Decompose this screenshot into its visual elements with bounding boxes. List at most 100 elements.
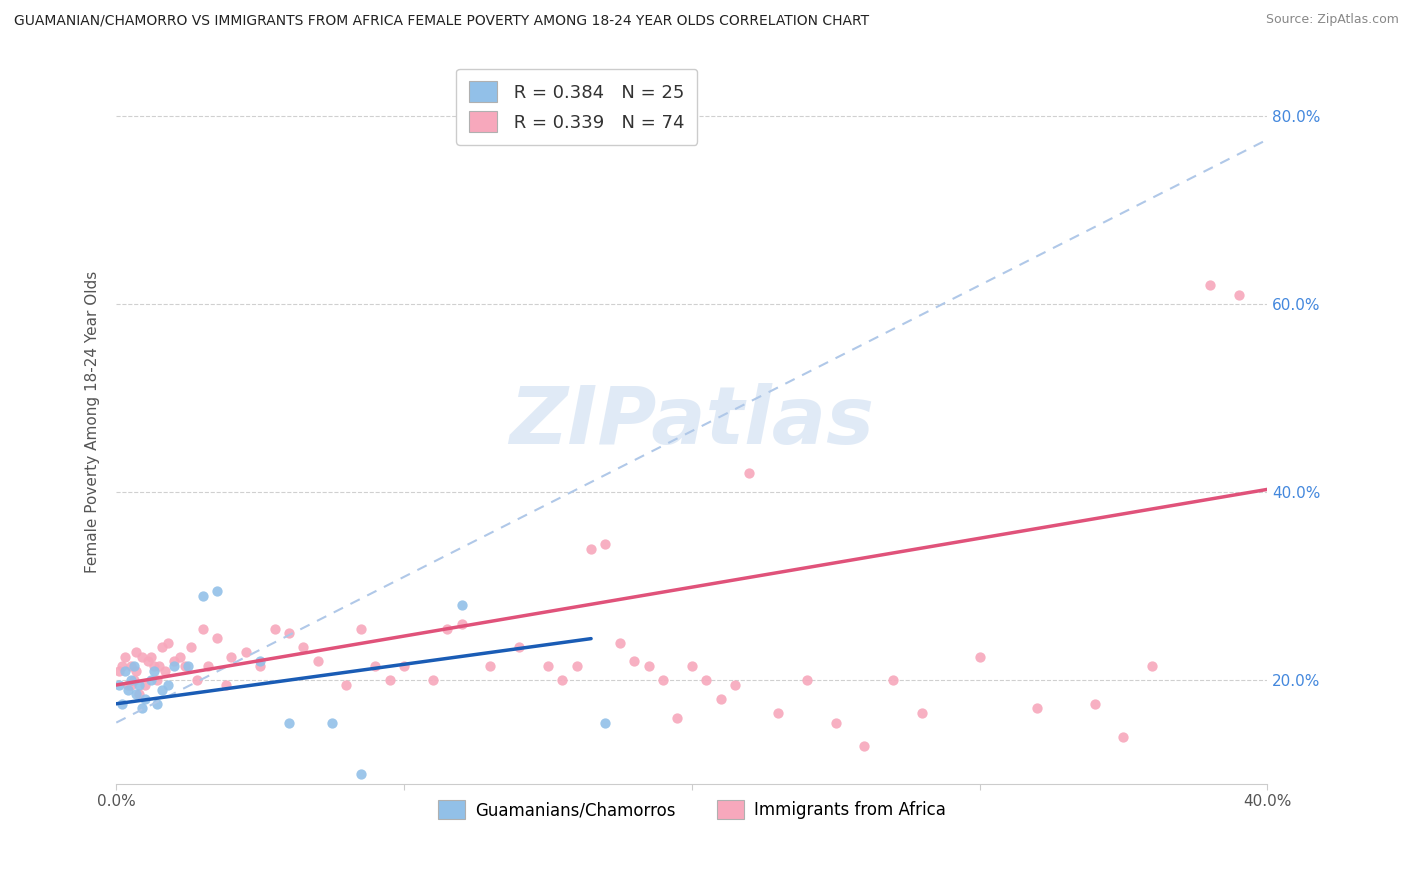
Point — [117, 678, 139, 692]
Point — [263, 622, 285, 636]
Point — [436, 622, 458, 636]
Point — [1026, 701, 1049, 715]
Point — [205, 631, 228, 645]
Point — [117, 682, 139, 697]
Point — [131, 649, 153, 664]
Point — [1142, 659, 1164, 673]
Point — [710, 692, 733, 706]
Point — [652, 673, 675, 688]
Point — [186, 673, 208, 688]
Point — [169, 649, 191, 664]
Point — [122, 673, 145, 688]
Point — [214, 678, 236, 692]
Point — [142, 659, 165, 673]
Point — [479, 659, 502, 673]
Point — [163, 655, 186, 669]
Point — [292, 640, 315, 655]
Point — [277, 715, 299, 730]
Point — [249, 659, 271, 673]
Text: Source: ZipAtlas.com: Source: ZipAtlas.com — [1265, 13, 1399, 27]
Point — [125, 664, 148, 678]
Point — [335, 678, 357, 692]
Point — [114, 649, 136, 664]
Point — [1084, 697, 1107, 711]
Point — [177, 659, 200, 673]
Point — [595, 537, 617, 551]
Point — [1112, 730, 1135, 744]
Point — [122, 659, 145, 673]
Point — [108, 678, 131, 692]
Point — [796, 673, 818, 688]
Point — [911, 706, 934, 721]
Point — [551, 673, 574, 688]
Point — [824, 715, 846, 730]
Point — [139, 673, 162, 688]
Point — [221, 649, 243, 664]
Point — [108, 664, 131, 678]
Point — [1227, 287, 1250, 301]
Point — [125, 687, 148, 701]
Point — [128, 678, 150, 692]
Point — [134, 692, 156, 706]
Point — [153, 664, 176, 678]
Y-axis label: Female Poverty Among 18-24 Year Olds: Female Poverty Among 18-24 Year Olds — [86, 270, 100, 573]
Point — [724, 678, 747, 692]
Point — [163, 659, 186, 673]
Point — [120, 678, 142, 692]
Point — [139, 649, 162, 664]
Point — [637, 659, 659, 673]
Point — [174, 659, 197, 673]
Point — [882, 673, 904, 688]
Point — [145, 697, 167, 711]
Legend: Guamanians/Chamorros, Immigrants from Africa: Guamanians/Chamorros, Immigrants from Af… — [432, 794, 952, 826]
Point — [1198, 278, 1220, 293]
Point — [180, 640, 202, 655]
Point — [537, 659, 560, 673]
Point — [191, 589, 214, 603]
Point — [350, 622, 373, 636]
Point — [321, 715, 343, 730]
Point — [378, 673, 401, 688]
Point — [142, 664, 165, 678]
Point — [450, 598, 472, 612]
Point — [595, 715, 617, 730]
Point — [609, 635, 631, 649]
Point — [148, 659, 170, 673]
Point — [579, 541, 602, 556]
Point — [666, 711, 689, 725]
Point — [249, 655, 271, 669]
Point — [205, 583, 228, 598]
Point — [853, 739, 876, 753]
Point — [150, 682, 173, 697]
Point — [191, 622, 214, 636]
Point — [508, 640, 530, 655]
Point — [125, 645, 148, 659]
Point — [307, 655, 329, 669]
Point — [114, 664, 136, 678]
Point — [422, 673, 444, 688]
Point — [134, 678, 156, 692]
Point — [364, 659, 387, 673]
Point — [150, 640, 173, 655]
Text: GUAMANIAN/CHAMORRO VS IMMIGRANTS FROM AFRICA FEMALE POVERTY AMONG 18-24 YEAR OLD: GUAMANIAN/CHAMORRO VS IMMIGRANTS FROM AF… — [14, 13, 869, 28]
Point — [145, 673, 167, 688]
Point — [111, 659, 134, 673]
Point — [350, 767, 373, 781]
Point — [120, 659, 142, 673]
Text: ZIPatlas: ZIPatlas — [509, 383, 875, 460]
Point — [738, 467, 761, 481]
Point — [111, 697, 134, 711]
Point — [695, 673, 717, 688]
Point — [392, 659, 415, 673]
Point — [565, 659, 588, 673]
Point — [131, 701, 153, 715]
Point — [766, 706, 789, 721]
Point — [157, 678, 180, 692]
Point — [120, 673, 142, 688]
Point — [969, 649, 991, 664]
Point — [157, 635, 180, 649]
Point — [681, 659, 703, 673]
Point — [128, 687, 150, 701]
Point — [136, 655, 159, 669]
Point — [197, 659, 219, 673]
